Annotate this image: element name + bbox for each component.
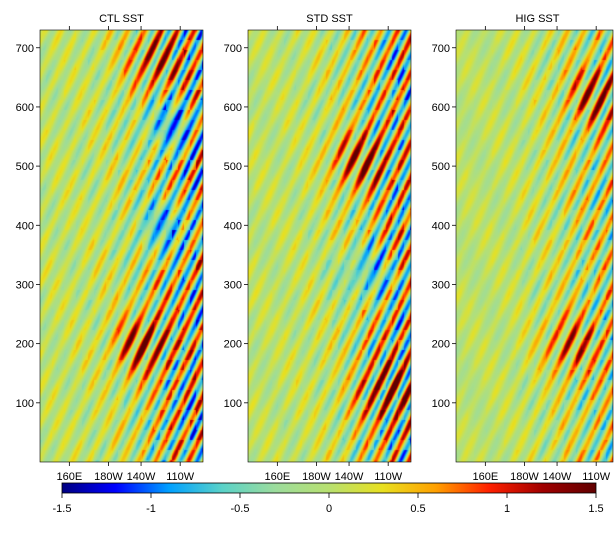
- x-tick-label: 110W: [374, 471, 403, 483]
- y-tick-label: 700: [432, 43, 450, 55]
- y-tick-label: 700: [16, 43, 34, 55]
- y-tick-label: 400: [16, 220, 34, 232]
- heatmap-field: [456, 30, 613, 462]
- y-tick-label: 600: [432, 102, 450, 114]
- panel-std-sst: STD SST 100 200 300 400 500 600 700 160E 180W 140W…: [224, 13, 412, 483]
- colorbar-tick-label: 0: [326, 503, 332, 515]
- x-tick-label: 140W: [335, 471, 364, 483]
- panel-frame: [247, 29, 412, 463]
- colorbar-tick-label: -1.5: [53, 503, 72, 515]
- x-tick-label: 110W: [166, 471, 195, 483]
- y-tick-label: 100: [432, 398, 450, 410]
- x-tick-label: 160E: [264, 471, 290, 483]
- x-tick-label: 110W: [582, 471, 611, 483]
- x-tick-label: 140W: [543, 471, 572, 483]
- y-tick-label: 300: [16, 279, 34, 291]
- y-tick-label: 100: [224, 398, 242, 410]
- heatmap-field: [248, 30, 411, 462]
- y-tick-label: 200: [224, 339, 242, 351]
- y-tick-label: 400: [224, 220, 242, 232]
- y-tick-label: 100: [16, 398, 34, 410]
- colorbar: -1.5 -1 -0.5 0 0.5 1 1.5: [53, 482, 604, 515]
- x-tick-label: 180W: [302, 471, 331, 483]
- colorbar-tick-label: -0.5: [231, 503, 250, 515]
- y-tick-label: 200: [432, 339, 450, 351]
- x-tick-label: 140W: [127, 471, 156, 483]
- colorbar-tick-label: 0.5: [410, 503, 425, 515]
- y-tick-label: 500: [224, 161, 242, 173]
- y-tick-label: 300: [432, 279, 450, 291]
- x-tick-label: 160E: [472, 471, 498, 483]
- panel-ctl-sst: CTL SST 100 200 300 400 500 600 700 160E 180W 140W…: [16, 13, 204, 483]
- y-tick-label: 200: [16, 339, 34, 351]
- y-tick-label: 500: [432, 161, 450, 173]
- y-tick-label: 500: [16, 161, 34, 173]
- panel-hig-sst: HIG SST 100 200 300 400 500 600 700 160E 180W 140W…: [432, 13, 614, 483]
- colorbar-scale: [61, 482, 597, 494]
- y-tick-label: 300: [224, 279, 242, 291]
- x-tick-label: 160E: [56, 471, 82, 483]
- x-tick-label: 180W: [94, 471, 123, 483]
- colorbar-tick-label: 1: [504, 503, 510, 515]
- colorbar-tick-label: 1.5: [588, 503, 603, 515]
- panel-frame: [39, 29, 204, 463]
- y-tick-label: 700: [224, 43, 242, 55]
- panel-title: CTL SST: [99, 13, 144, 25]
- x-tick-label: 180W: [510, 471, 539, 483]
- panel-title: HIG SST: [515, 13, 559, 25]
- y-tick-label: 400: [432, 220, 450, 232]
- panel-title: STD SST: [306, 13, 353, 25]
- y-tick-label: 600: [224, 102, 242, 114]
- heatmap-field: [40, 30, 203, 462]
- panel-frame: [455, 29, 614, 463]
- y-tick-label: 600: [16, 102, 34, 114]
- colorbar-tick-label: -1: [146, 503, 156, 515]
